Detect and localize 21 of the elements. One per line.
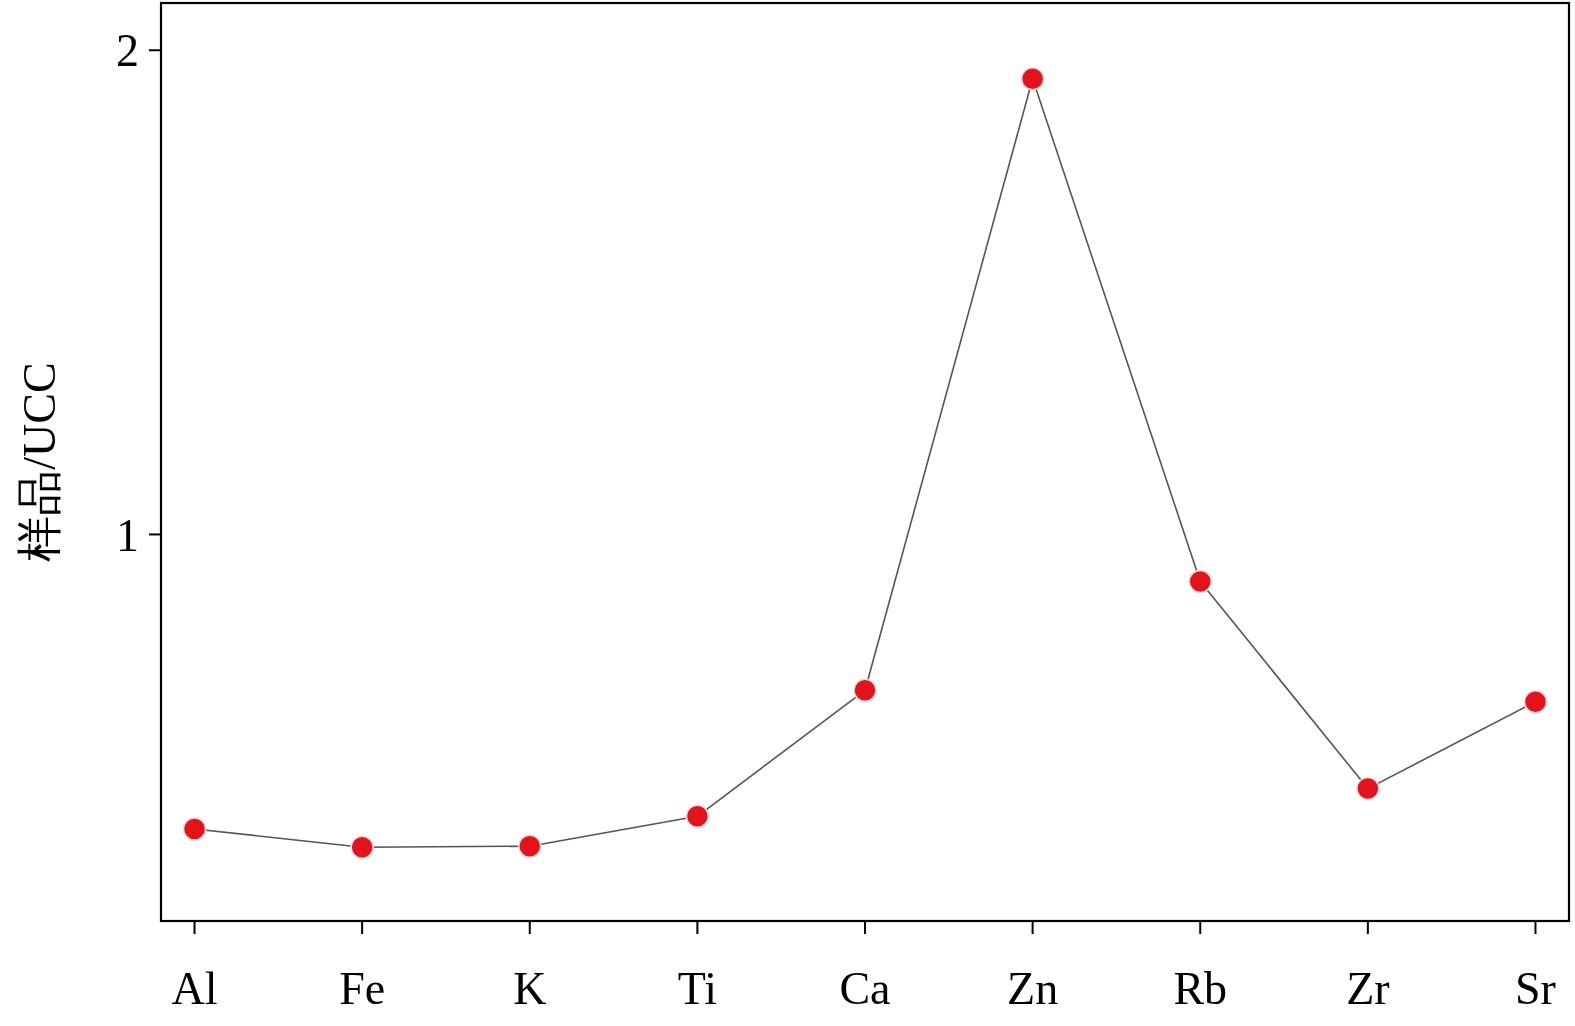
y-tick-label: 2 [116, 25, 139, 77]
point [1020, 67, 1045, 91]
x-tick-label: Al [171, 963, 218, 1014]
x-tick-label: Rb [1173, 963, 1228, 1014]
point [518, 834, 542, 858]
point [1356, 776, 1380, 801]
y-axis-title: 样品/UCC [14, 362, 65, 562]
point [182, 817, 207, 841]
point [1188, 569, 1212, 594]
x-tick-label: Zr [1346, 963, 1390, 1014]
x-tick-label: K [513, 963, 547, 1014]
x-tick-label: Sr [1515, 963, 1556, 1014]
x-tick-label: Zn [1007, 963, 1059, 1014]
y-tick-label: 1 [116, 509, 139, 561]
x-tick-label: Ti [677, 963, 718, 1014]
point [853, 678, 877, 703]
point [685, 804, 710, 829]
point [350, 835, 374, 860]
point [1523, 690, 1548, 714]
x-tick-label: Fe [339, 963, 386, 1014]
x-tick-label: Ca [839, 963, 891, 1014]
